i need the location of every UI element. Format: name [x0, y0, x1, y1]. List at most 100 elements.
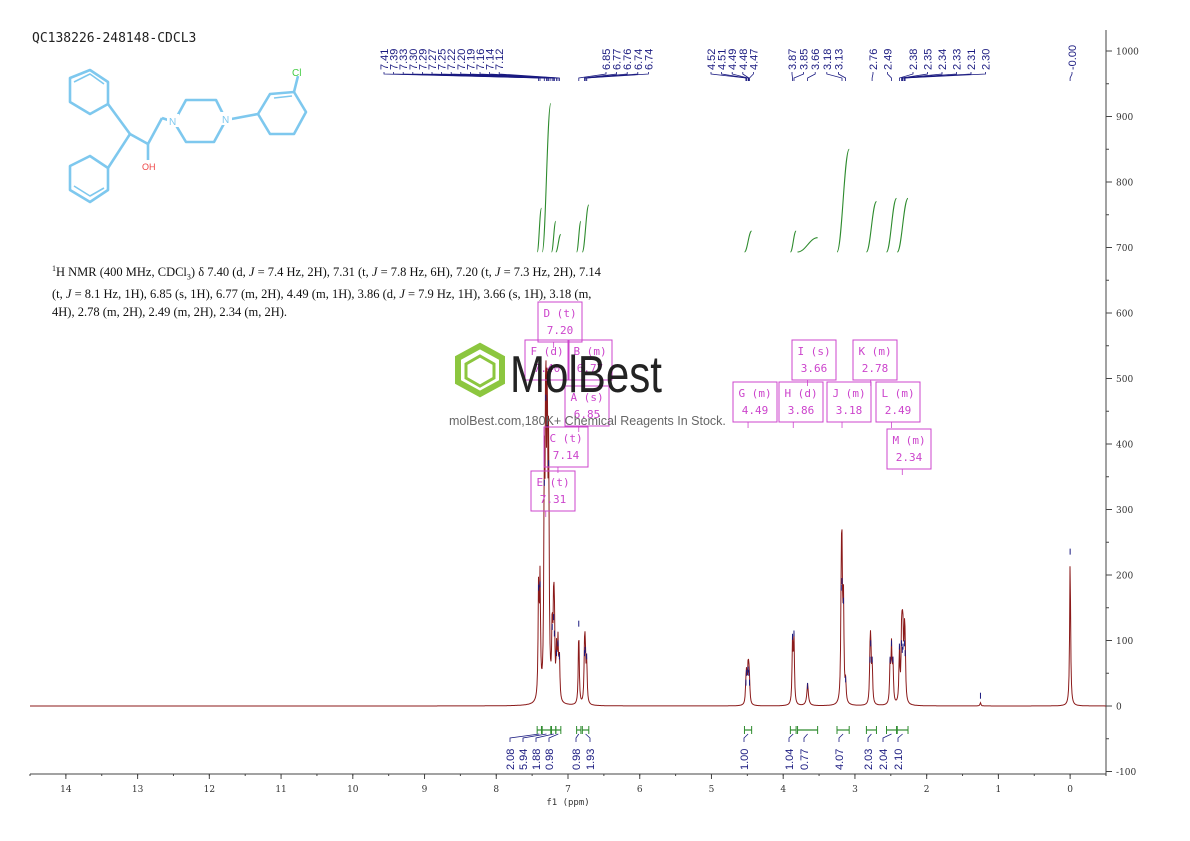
multiplet-letter: D [543, 307, 550, 320]
peak-label-connector [904, 72, 986, 81]
y-tick-label: 800 [1116, 179, 1133, 189]
integral-curve [550, 220, 557, 253]
multiplet-shift: 2.78 [862, 362, 889, 375]
peak-label-connector [838, 72, 846, 81]
multiplet-box [567, 339, 613, 381]
integral-connector [743, 733, 749, 742]
peak-shift-label: 7.12 [494, 49, 506, 70]
phenyl-ring-top [68, 68, 110, 116]
peak-shift-label: 3.66 [810, 49, 822, 70]
multiplet-box [852, 339, 898, 381]
multiplet-type: m [852, 387, 859, 400]
integral-value: 2.08 [505, 749, 517, 770]
integral-value: 1.88 [531, 749, 543, 770]
multiplet-label: G (m) [738, 387, 771, 400]
x-tick-label: 0 [1067, 785, 1073, 795]
peak-shift-label: 7.27 [427, 49, 439, 70]
multiplet-letter: K [858, 345, 865, 358]
multiplet-box [537, 301, 583, 343]
multiplet-letter: H [784, 387, 791, 400]
peak-shift-label: 4.48 [738, 49, 750, 70]
peak-label-connector [584, 72, 617, 81]
peak-shift-label: 4.47 [748, 49, 760, 70]
peak-label-connector [826, 72, 843, 81]
multiplet-box [778, 381, 824, 423]
peak-shift-label: 7.29 [417, 49, 429, 70]
peak-shift-label: 2.34 [937, 49, 949, 70]
peak-label-connector [1069, 72, 1073, 81]
multiplet-label: M (m) [892, 434, 925, 447]
multiplet-label: E (t) [536, 476, 569, 489]
multiplet-box [732, 381, 778, 423]
multiplet-shift: 4.49 [742, 404, 769, 417]
peak-shift-label: 2.38 [908, 49, 920, 70]
multiplet-shift: 2.49 [885, 404, 912, 417]
peak-shift-label: -0.00 [1067, 45, 1079, 70]
peak-shift-label: 6.76 [622, 49, 634, 70]
watermark-url: molBest.com,180K+ Chemical Reagents In S… [449, 414, 726, 428]
integral-value: 0.98 [571, 749, 583, 770]
peak-shift-label: 4.52 [706, 49, 718, 70]
multiplet-label: H (d) [784, 387, 817, 400]
multiplet-type: m [878, 345, 885, 358]
peak-shift-label: 6.77 [612, 49, 624, 70]
x-tick-label: 14 [60, 785, 72, 795]
y-tick-label: 1000 [1116, 48, 1139, 58]
peak-shift-label: 2.49 [883, 49, 895, 70]
peak-shift-label: 3.87 [787, 49, 799, 70]
peak-shift-label: 7.20 [456, 49, 468, 70]
multiplet-shift: 6.77 [577, 362, 604, 375]
peak-shift-label: 7.19 [465, 49, 477, 70]
integral-connector [867, 733, 872, 742]
nitrogen-label-2: N [222, 115, 229, 126]
peak-label-connector [899, 72, 914, 81]
peak-shift-label: 7.16 [475, 49, 487, 70]
nmr-assignment-text: 1H NMR (400 MHz, CDCl3) δ 7.40 (d, J = 7… [52, 264, 601, 319]
multiplet-letter: L [881, 387, 888, 400]
multiplet-letter: M [892, 434, 899, 447]
integral-curve [789, 230, 797, 253]
y-tick-label: 100 [1116, 637, 1133, 647]
multiplet-label: B (m) [573, 345, 606, 358]
multiplet-box [543, 426, 589, 468]
integral-curve [896, 197, 909, 253]
multiplet-shift: 7.14 [553, 449, 580, 462]
integral-value: 1.93 [585, 749, 597, 770]
x-tick-label: 8 [493, 785, 499, 795]
multiplet-shift: 2.34 [896, 451, 923, 464]
integral-connector [838, 733, 844, 742]
integral-connector [575, 733, 580, 742]
multiplet-label: K (m) [858, 345, 891, 358]
multiplet-shift: 3.18 [836, 404, 863, 417]
integral-curve [555, 233, 562, 253]
x-tick-label: 1 [996, 785, 1002, 795]
peak-shift-label: 2.33 [952, 49, 964, 70]
peak-label-connector [731, 72, 749, 81]
x-tick-label: 7 [565, 785, 571, 795]
peak-label-connector [871, 72, 874, 81]
multiplet-letter: J [832, 387, 839, 400]
peak-label-connector [901, 72, 928, 81]
integral-connector [509, 733, 540, 742]
multiplet-type: d [550, 345, 557, 358]
multiplet-type: m [901, 387, 908, 400]
integral-value: 4.07 [834, 749, 846, 770]
peak-label-connector [710, 72, 747, 81]
x-tick-label: 12 [204, 785, 215, 795]
integral-connector [803, 733, 808, 742]
peak-label-connector [578, 72, 607, 81]
integral-connector [882, 733, 892, 742]
integral-curve [836, 148, 850, 253]
multiplet-letter: E [536, 476, 543, 489]
y-tick-label: -100 [1116, 768, 1136, 778]
hydroxyl-label: OH [142, 162, 156, 172]
peak-shift-label: 2.31 [966, 49, 978, 70]
multiplet-type: s [817, 345, 824, 358]
peak-label-connector [721, 72, 747, 81]
x-axis-label: f1 (ppm) [546, 798, 589, 808]
multiplet-letter: G [738, 387, 745, 400]
peak-shift-label: 7.39 [389, 49, 401, 70]
multiplet-box [791, 339, 837, 381]
peak-shift-label: 7.30 [408, 49, 420, 70]
integral-connector [535, 733, 554, 742]
